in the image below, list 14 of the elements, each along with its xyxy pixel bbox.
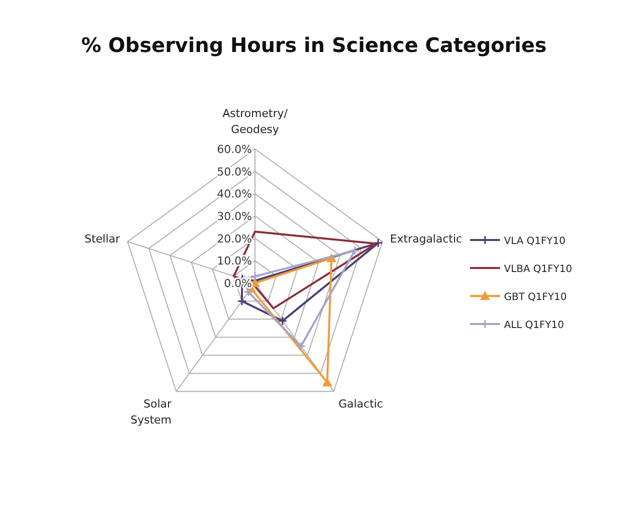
legend-label: VLA Q1FY10 [504, 236, 566, 247]
y-tick-label: 30.0% [217, 210, 252, 223]
y-tick-label: 60.0% [217, 143, 252, 156]
spoke-label: Solar System [130, 398, 172, 426]
legend-label: GBT Q1FY10 [504, 292, 567, 303]
spoke-label: Galactic [338, 398, 383, 410]
spoke-label: Astrometry/ Geodesy [222, 107, 288, 136]
y-tick-label: 40.0% [217, 188, 252, 201]
spoke-label: Extragalactic [390, 232, 462, 246]
legend-label: ALL Q1FY10 [504, 320, 564, 331]
spoke-label: Stellar [84, 232, 120, 246]
chart-title: % Observing Hours in Science Categories [81, 33, 547, 57]
legend-label: VLBA Q1FY10 [504, 264, 572, 275]
y-tick-label: 50.0% [217, 165, 252, 178]
